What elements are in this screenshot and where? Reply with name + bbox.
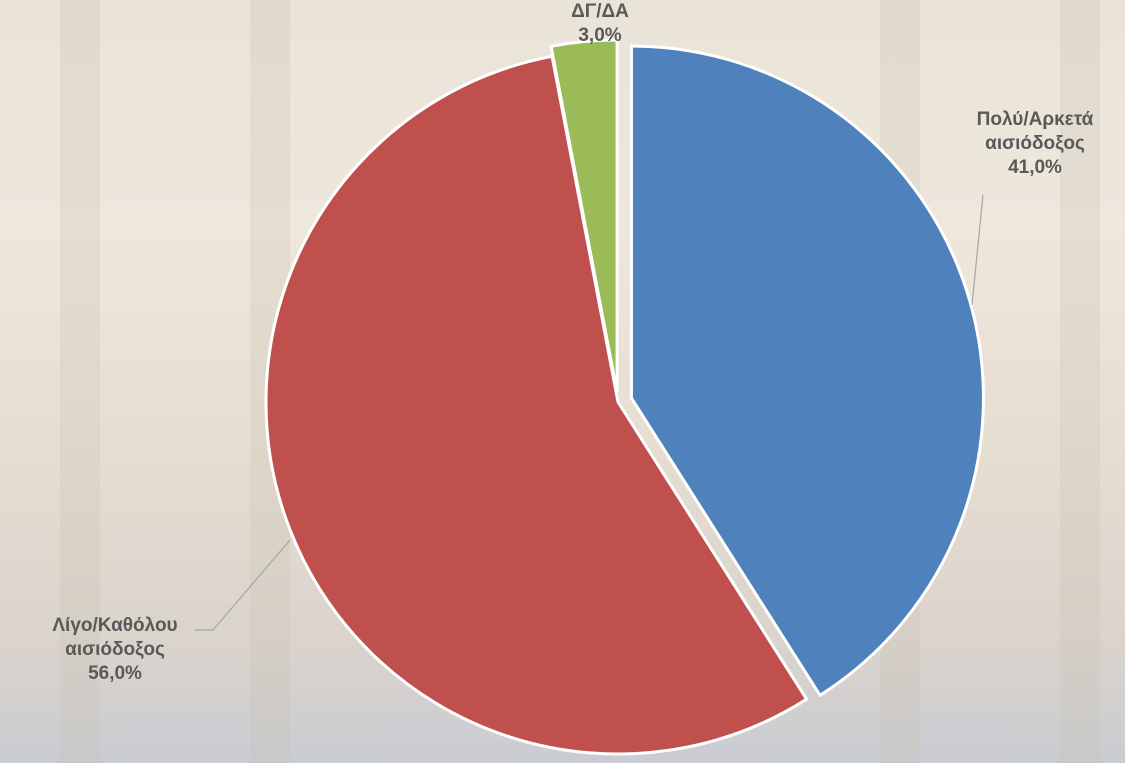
value-label: 56,0% [20,662,210,686]
chart: Πολύ/Αρκετά αισιόδοξος41,0% Λίγο/Καθόλου … [0,0,1125,763]
leader-line [972,195,983,305]
category-label: ΔΓ/ΔΑ [540,0,660,24]
value-label: 41,0% [950,156,1120,180]
value-label: 3,0% [540,24,660,48]
category-label: Πολύ/Αρκετά αισιόδοξος [950,108,1120,156]
category-label: Λίγο/Καθόλου αισιόδοξος [20,614,210,662]
